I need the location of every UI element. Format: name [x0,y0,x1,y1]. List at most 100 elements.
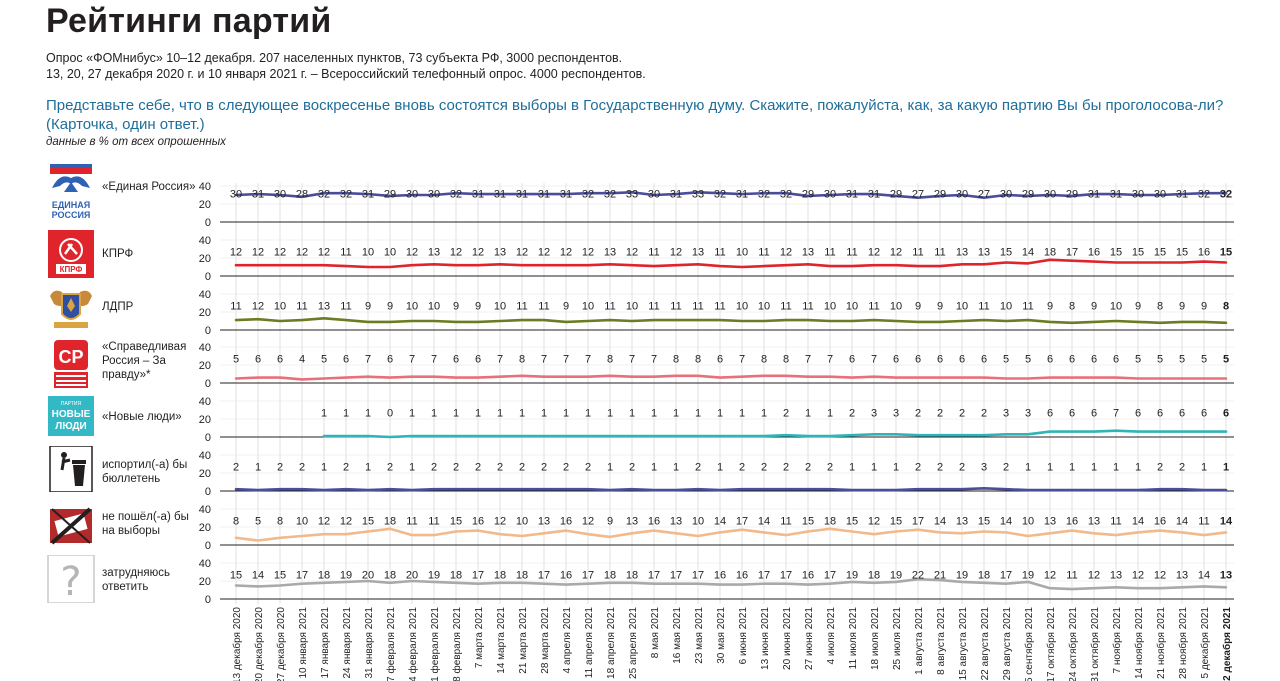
data-label: 13 [670,516,682,528]
series-line [234,374,1228,381]
data-label: 2 [1157,462,1163,474]
y-tick-label: 20 [199,576,211,588]
data-label: 12 [274,247,286,259]
data-label: 1 [827,408,833,420]
data-label: 1 [365,408,371,420]
data-label: 1 [409,408,415,420]
data-label: 30 [824,189,836,201]
data-label: 13 [1110,570,1122,582]
data-label: 13 [604,247,616,259]
data-label: 29 [384,189,396,201]
data-label: 10 [846,301,858,313]
data-label: 1 [585,408,591,420]
data-label: 30 [1000,189,1012,201]
y-tick-label: 40 [199,181,211,193]
x-tick-label: 8 августа 2021 [936,607,947,675]
data-label: 6 [1047,408,1053,420]
data-label: 10 [428,301,440,313]
data-label: 9 [563,301,569,313]
data-label: 33 [626,189,638,201]
data-label: 13 [494,247,506,259]
data-label: 30 [428,189,440,201]
data-label: 8 [233,516,239,528]
y-tick-label: 40 [199,396,211,408]
data-label: 18 [868,570,880,582]
data-label: 18 [494,570,506,582]
data-label: 13 [1176,570,1188,582]
data-label: 15 [274,570,286,582]
data-label: 0 [387,408,393,420]
data-label: 15 [450,516,462,528]
subtitle-line-2: 13, 20, 27 декабря 2020 г. и 10 января 2… [46,67,646,81]
data-label: 19 [846,570,858,582]
data-label: 8 [607,354,613,366]
data-label: 2 [849,408,855,420]
data-label: 1 [695,408,701,420]
data-label: 20 [362,570,374,582]
data-label: 17 [736,516,748,528]
y-tick-label: 0 [205,271,211,283]
data-label: 11 [780,516,791,528]
data-label: 1 [1201,462,1207,474]
data-label: 12 [472,247,484,259]
data-label: 27 [912,189,924,201]
data-label: 8 [673,354,679,366]
data-label: 7 [871,354,877,366]
data-label: 11 [912,247,923,259]
data-label: 10 [1000,301,1012,313]
x-tick-label: 11 апреля 2021 [584,607,595,679]
data-label: 10 [274,301,286,313]
data-label: 7 [805,354,811,366]
y-tick-label: 0 [205,325,211,337]
data-label: 11 [802,301,813,313]
data-label: 18 [626,570,638,582]
y-tick-label: 20 [199,199,211,211]
data-label: 16 [714,570,726,582]
data-label: 2 [1179,462,1185,474]
data-label: 10 [516,516,528,528]
x-tick-label: 6 июня 2021 [738,607,749,665]
data-label: 11 [648,247,659,259]
data-label: 2 [805,462,811,474]
data-label: 1 [1223,462,1229,474]
svg-text:ПАРТИЯ: ПАРТИЯ [61,401,82,407]
data-label: 15 [802,516,814,528]
x-tick-label: 7 ноября 2021 [1111,607,1123,674]
data-label: 29 [890,189,902,201]
data-label: 13 [692,247,704,259]
data-label: 12 [252,301,264,313]
x-tick-label: 16 мая 2021 [672,607,683,664]
series-line [234,487,1228,492]
data-label: 31 [516,189,528,201]
data-label: 11 [780,301,791,313]
svg-text:?: ? [60,559,81,603]
data-label: 10 [1110,301,1122,313]
data-label: 31 [1110,189,1122,201]
data-label: 11 [340,301,351,313]
label-ldpr: ЛДПР [102,301,134,313]
new-people-logo: ПАРТИЯ НОВЫЕ ЛЮДИ [46,396,96,436]
data-label: 2 [739,462,745,474]
svg-text:ЛЮДИ: ЛЮДИ [55,421,86,432]
data-label: 10 [582,301,594,313]
data-label: 11 [1110,516,1121,528]
data-label: 11 [670,301,681,313]
data-label: 1 [343,408,349,420]
data-label: 14 [1198,570,1210,582]
data-label: 15 [890,516,902,528]
data-label: 19 [340,570,352,582]
data-label: 14 [1176,516,1188,528]
data-label: 9 [915,301,921,313]
data-label: 17 [670,570,682,582]
data-label: 1 [651,408,657,420]
data-label: 32 [780,189,792,201]
y-tick-label: 0 [205,217,211,229]
data-label: 5 [1025,354,1031,366]
data-label: 12 [670,247,682,259]
data-label: 2 [959,462,965,474]
data-label: 7 [431,354,437,366]
x-tick-label: 1 августа 2021 [914,607,925,675]
data-label: 7 [1113,408,1119,420]
data-label: 1 [607,462,613,474]
data-label: 31 [846,189,858,201]
